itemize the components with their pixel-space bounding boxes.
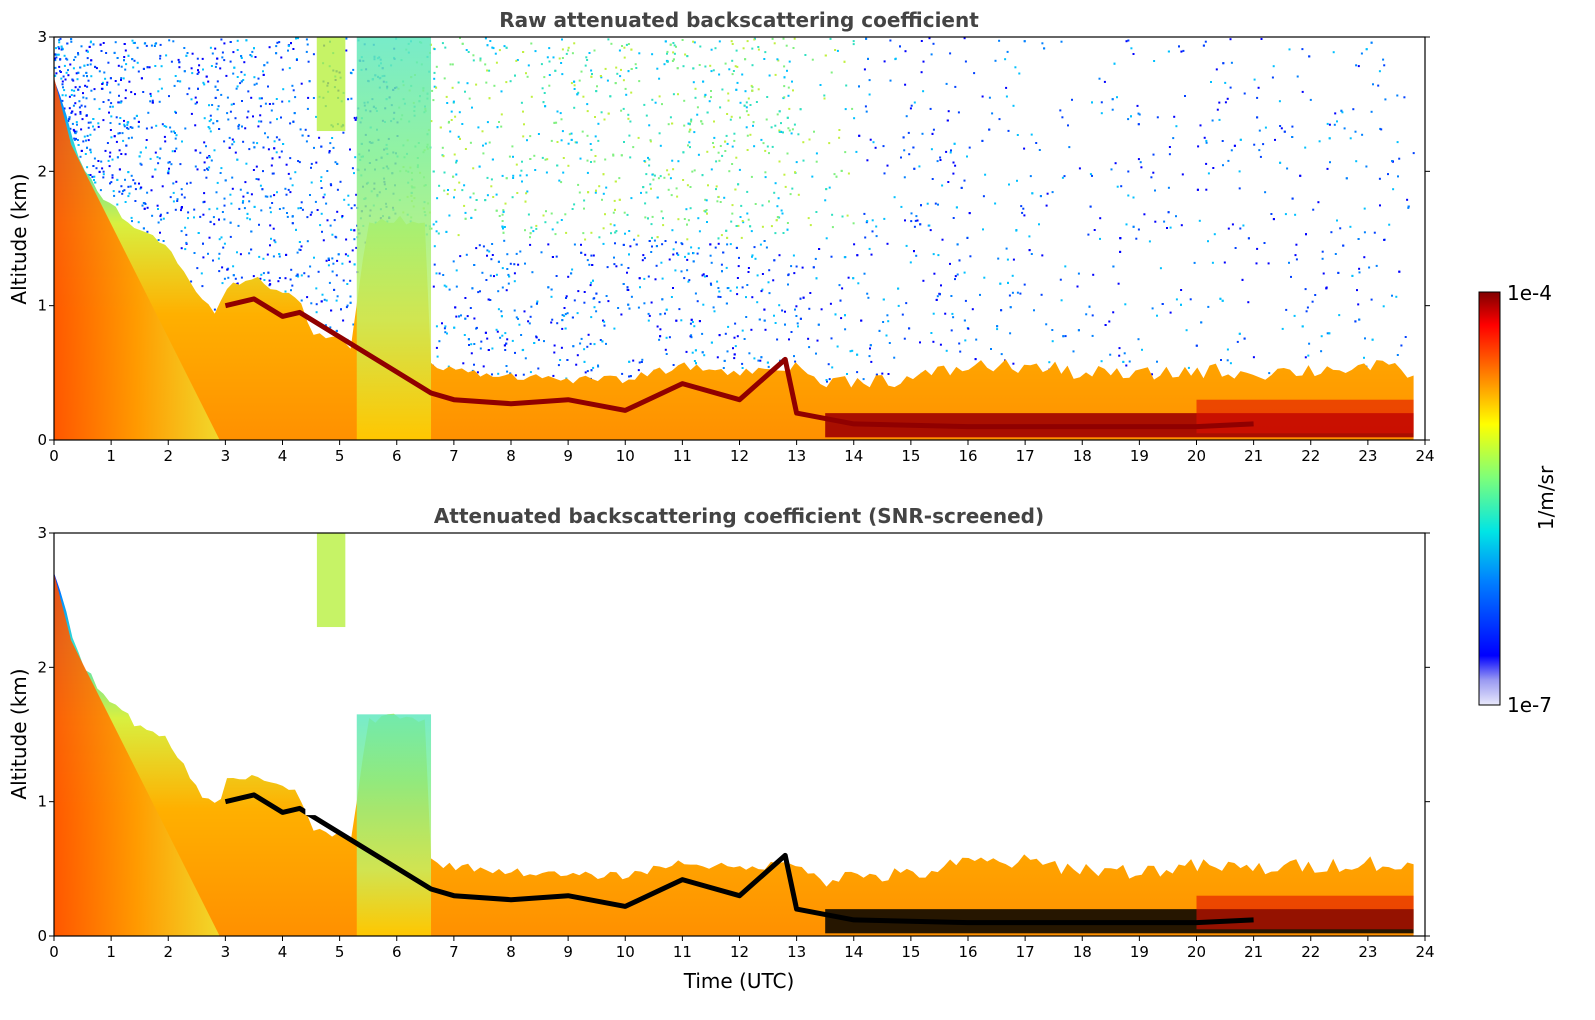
dense-plume [54,77,220,440]
x-tick-label: 4 [278,447,288,465]
y-tick-label: 2 [37,658,47,676]
x-tick-label: 1 [106,447,116,465]
x-tick-label: 8 [506,447,516,465]
x-tick-label: 14 [844,447,863,465]
x-tick-label: 6 [392,447,402,465]
x-tick-label: 23 [1358,943,1377,961]
x-tick-label: 10 [616,943,635,961]
x-tick-label: 19 [1130,447,1149,465]
x-tick-label: 20 [1187,447,1206,465]
colorbar-max-label: 1e-4 [1507,281,1552,305]
x-tick-label: 0 [49,943,59,961]
aerosol-column [356,714,432,936]
panel-2: 0 1 2 3 4 5 6 7 8 9 10 11 12 13 14 15 16 17 18 19 20 21 22 23 24… [7,524,1435,993]
y-tick-label: 0 [37,431,47,449]
x-tick-label: 23 [1358,447,1377,465]
x-tick-label: 8 [506,943,516,961]
colorbar-gradient [1478,291,1501,706]
x-tick-label: 17 [1016,943,1035,961]
x-tick-label: 5 [335,447,345,465]
x-tick-label: 18 [1073,943,1092,961]
x-tick-label: 3 [221,943,231,961]
panel-1: 0 1 2 3 4 5 6 7 8 9 10 11 12 13 14 15 16 17 18 19 20 21 22 23 24… [7,28,1435,465]
x-tick-label: 11 [673,447,692,465]
x-tick-label: 24 [1415,943,1434,961]
x-tick-label: 16 [958,447,977,465]
x-tick-label: 11 [673,943,692,961]
x-tick-label: 15 [901,943,920,961]
x-tick-label: 13 [787,943,806,961]
x-tick-label: 3 [221,447,231,465]
aerosol-column [356,37,432,440]
x-tick-label: 9 [563,943,573,961]
panel-2-plot-area [54,533,1425,936]
panel-1-title: Raw attenuated backscattering coefficien… [499,8,979,32]
x-tick-label: 7 [449,447,459,465]
x-tick-label: 7 [449,943,459,961]
x-tick-label: 0 [49,447,59,465]
x-tick-label: 13 [787,447,806,465]
x-tick-label: 10 [616,447,635,465]
x-tick-label: 24 [1415,447,1434,465]
x-tick-label: 21 [1244,447,1263,465]
x-tick-label: 20 [1187,943,1206,961]
panel-1-plot-area [54,37,1425,440]
panel-1-ylabel: Altitude (km) [7,173,31,304]
panel-2-ylabel: Altitude (km) [7,668,31,799]
colorbar-min-label: 1e-7 [1507,693,1552,717]
elevated-plume [316,37,346,132]
y-tick-label: 3 [37,28,47,46]
x-tick-label: 6 [392,943,402,961]
dense-plume [54,573,220,936]
x-tick-label: 1 [106,943,116,961]
x-tick-label: 12 [730,447,749,465]
y-tick-label: 1 [37,793,47,811]
colorbar: 1e-4 1e-7 1/m/sr [1478,281,1558,717]
x-tick-label: 18 [1073,447,1092,465]
y-tick-label: 1 [37,297,47,315]
x-tick-label: 12 [730,943,749,961]
panel-2-xlabel: Time (UTC) [683,969,795,993]
elevated-plume [316,533,346,628]
y-tick-label: 2 [37,162,47,180]
x-tick-label: 15 [901,447,920,465]
x-tick-label: 14 [844,943,863,961]
x-tick-label: 5 [335,943,345,961]
x-tick-label: 2 [163,943,173,961]
x-tick-label: 22 [1301,447,1320,465]
y-tick-label: 0 [37,927,47,945]
x-tick-label: 17 [1016,447,1035,465]
cloud-base-line [224,792,1254,926]
colorbar-label: 1/m/sr [1534,465,1558,530]
x-tick-label: 19 [1130,943,1149,961]
y-tick-label: 3 [37,524,47,542]
x-tick-label: 9 [563,447,573,465]
cloud-base-line [224,296,1254,430]
x-tick-label: 21 [1244,943,1263,961]
x-tick-label: 22 [1301,943,1320,961]
panel-2-title: Attenuated backscattering coefficient (S… [434,504,1044,528]
x-tick-label: 4 [278,943,288,961]
x-tick-label: 2 [163,447,173,465]
x-tick-label: 16 [958,943,977,961]
